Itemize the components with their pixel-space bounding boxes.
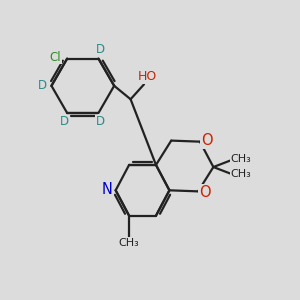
Text: Cl: Cl: [50, 51, 61, 64]
Text: D: D: [38, 79, 47, 92]
Text: N: N: [102, 182, 113, 197]
Text: Cl: Cl: [50, 50, 61, 63]
Text: CH₃: CH₃: [231, 154, 251, 164]
Text: O: O: [199, 185, 211, 200]
Text: D: D: [60, 116, 69, 128]
Text: D: D: [96, 43, 105, 56]
Text: CH₃: CH₃: [119, 238, 140, 248]
Text: CH₃: CH₃: [231, 169, 251, 179]
Text: HO: HO: [137, 70, 157, 83]
Text: D: D: [95, 116, 104, 128]
Text: D: D: [95, 43, 104, 56]
Text: O: O: [201, 133, 212, 148]
